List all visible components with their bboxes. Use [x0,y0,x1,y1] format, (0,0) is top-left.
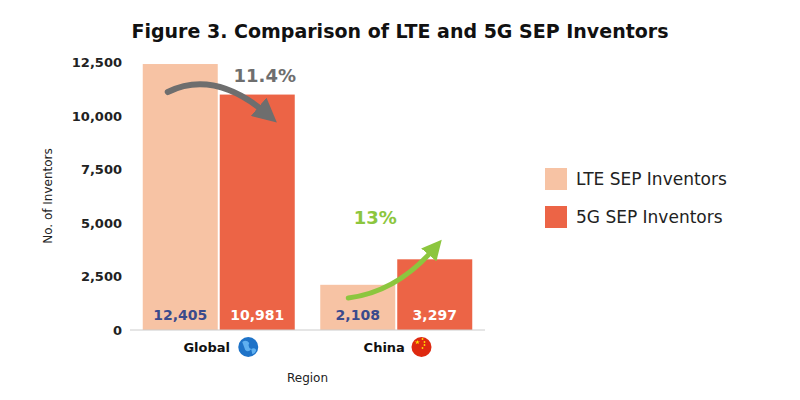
flag-star-small [422,347,424,349]
globe-icon [238,337,258,357]
legend-label: 5G SEP Inventors [576,207,723,227]
y-tick-label: 2,500 [81,269,122,284]
flag-star-small [424,341,426,343]
flag-star-small [424,344,426,346]
flag-star-small [422,338,424,340]
globe [238,337,258,357]
bars [143,64,473,330]
data-label: 12,405 [153,307,207,323]
annotation-arrow [348,247,435,298]
x-axis-line [130,330,485,331]
y-tick [126,222,130,223]
data-label: 10,981 [230,307,284,323]
y-tick-label: 12,500 [72,55,122,70]
bar [143,64,218,330]
flag [412,337,432,357]
bar [320,285,395,330]
y-axis-label: No. of Inventors [41,148,55,244]
annotation: 11.4% [234,65,296,86]
legend-swatch [545,206,567,228]
y-tick [126,276,130,277]
annotation: 13% [354,207,397,228]
flag-star [415,340,421,344]
bar [220,95,295,330]
legend-swatch [545,168,567,190]
y-tick-label: 5,000 [81,216,122,231]
y-tick [126,169,130,170]
y-tick-label: 7,500 [81,162,122,177]
globe-land [242,341,256,354]
data-label: 3,297 [413,307,457,323]
annotation-arrow [168,84,268,114]
x-tick-label: China [364,340,405,355]
chart: Figure 3. Comparison of LTE and 5G SEP I… [0,0,800,400]
y-tick [126,62,130,63]
data-labels: 12,405 2,108 10,981 3,297 [153,307,457,323]
data-label: 2,108 [336,307,380,323]
y-tick [126,115,130,116]
y-tick [126,330,130,331]
y-tick-label: 0 [113,323,122,338]
x-axis-label: Region [287,371,328,385]
x-tick-label: Global [183,340,230,355]
y-tick-label: 10,000 [72,109,122,124]
title: Figure 3. Comparison of LTE and 5G SEP I… [131,20,668,42]
legend-label: LTE SEP Inventors [576,169,727,189]
legend: LTE SEP Inventors 5G SEP Inventors [545,168,727,228]
china-flag-icon [412,337,432,357]
